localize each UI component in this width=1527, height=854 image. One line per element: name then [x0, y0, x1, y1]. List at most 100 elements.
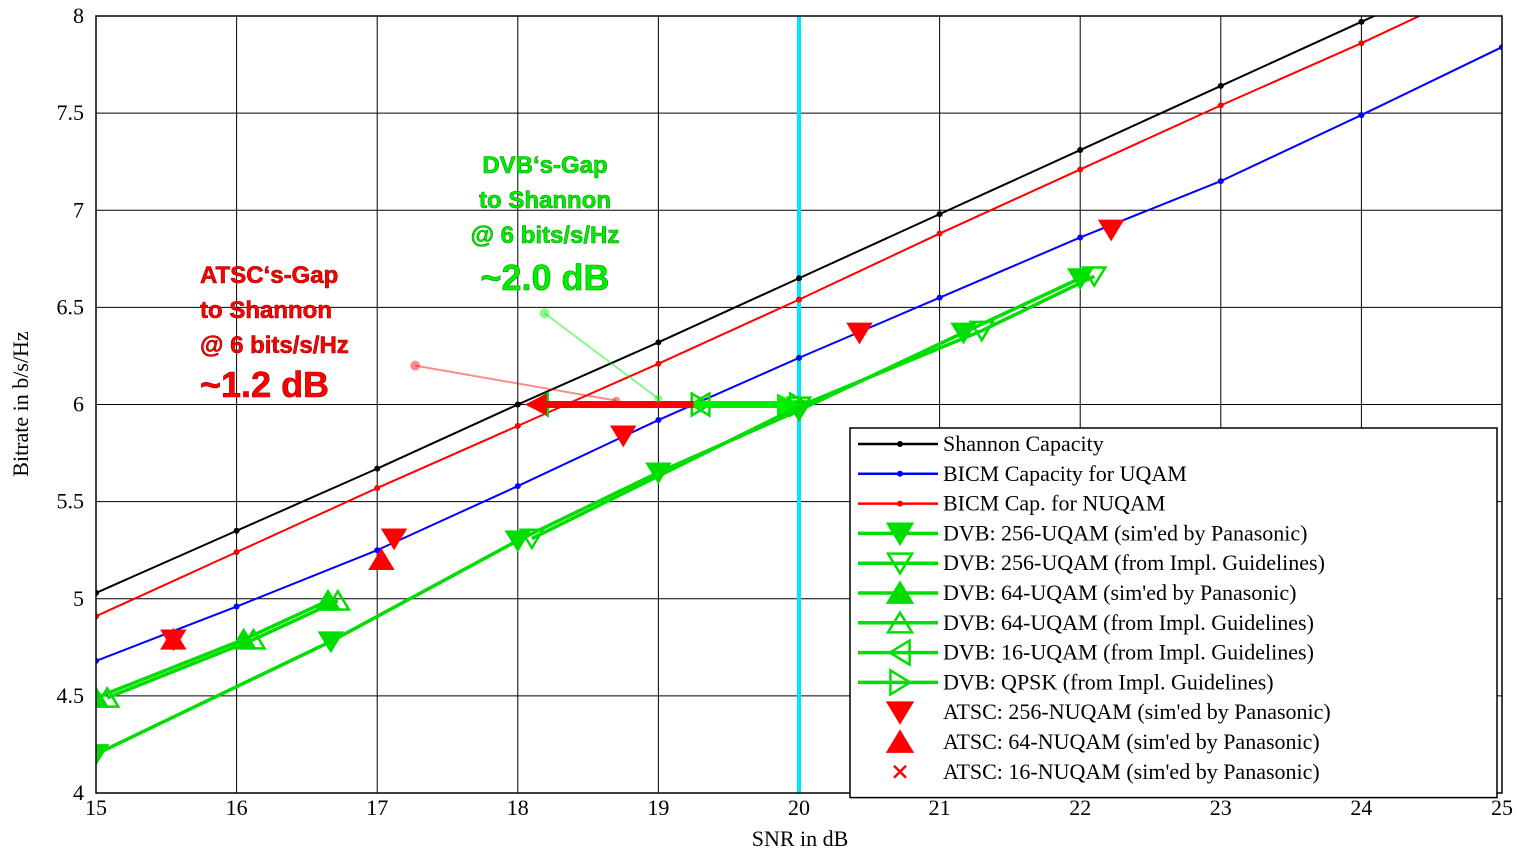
series-12: [166, 632, 181, 647]
data-point: [380, 528, 408, 551]
data-point: [1077, 147, 1084, 154]
legend-label: DVB: 256-UQAM (from Impl. Guidelines): [943, 550, 1325, 575]
annotation-text: ~1.2 dB: [200, 364, 329, 405]
arrow-head: [777, 393, 799, 416]
x-tick-label: 18: [507, 795, 529, 820]
legend-label: BICM Capacity for UQAM: [943, 461, 1187, 486]
legend-label: Shannon Capacity: [943, 431, 1104, 456]
x-tick-label: 15: [85, 795, 107, 820]
x-tick-label: 24: [1350, 795, 1372, 820]
series-6: [96, 588, 342, 708]
annotations: ATSC‘s-Gap to Shannon @ 6 bits/s/Hz ~1.2 dB…: [200, 152, 663, 405]
annotation-pointer-dot: [410, 360, 421, 371]
series-11: [160, 548, 395, 650]
data-point: [936, 294, 943, 301]
data-point: [166, 632, 181, 647]
data-point: [1217, 178, 1224, 185]
legend-entry-8: DVB: 16-UQAM (from Impl. Guidelines): [858, 638, 1314, 667]
series-line: [531, 274, 1096, 541]
data-point: [936, 211, 943, 218]
annotation-dvb: DVB‘s-Gap to Shannon @ 6 bits/s/Hz ~2.0 dB: [470, 152, 663, 403]
legend-marker: [897, 500, 903, 507]
legend-marker: [885, 580, 915, 604]
data-point: [1077, 166, 1084, 173]
x-tick-label: 16: [226, 795, 248, 820]
annotation-text: ~2.0 dB: [480, 257, 609, 298]
legend-entry-7: DVB: 64-UQAM (from Impl. Guidelines): [858, 610, 1314, 635]
legend-marker: [885, 552, 915, 576]
data-point: [1097, 219, 1125, 242]
data-point: [514, 422, 521, 429]
legend-entry-4: DVB: 256-UQAM (sim'ed by Panasonic): [858, 520, 1307, 547]
data-point: [1358, 112, 1365, 119]
annotation-text: to Shannon: [479, 187, 611, 214]
legend-marker: [897, 470, 903, 477]
data-point: [96, 744, 110, 766]
annotation-pointer-dot: [539, 308, 550, 319]
data-point: [1077, 234, 1084, 241]
legend-entry-10: ATSC: 256-NUQAM (sim'ed by Panasonic): [885, 699, 1331, 725]
data-point: [1081, 266, 1108, 289]
legend-entry-6: DVB: 64-UQAM (sim'ed by Panasonic): [858, 580, 1296, 605]
annotation-text: ATSC‘s-Gap: [200, 262, 338, 289]
x-tick-label: 20: [788, 795, 810, 820]
y-tick-label: 4.5: [57, 683, 85, 708]
data-point: [846, 322, 873, 345]
data-point: [368, 548, 395, 570]
legend-entry-9: DVB: QPSK (from Impl. Guidelines): [858, 668, 1274, 697]
data-point: [796, 354, 802, 361]
legend-label: ATSC: 16-NUQAM (sim'ed by Panasonic): [943, 759, 1320, 784]
legend-marker: [889, 668, 913, 697]
gap-arrows: [524, 393, 799, 416]
legend-label: ATSC: 64-NUQAM (sim'ed by Panasonic): [943, 729, 1320, 754]
legend-entry-12: ATSC: 16-NUQAM (sim'ed by Panasonic): [893, 759, 1320, 784]
x-tick-label: 25: [1491, 795, 1513, 820]
data-point: [968, 320, 995, 343]
y-tick-label: 5.5: [57, 489, 85, 514]
data-point: [374, 547, 381, 554]
legend-marker: [887, 638, 911, 667]
legend-entry-2: BICM Capacity for UQAM: [858, 461, 1187, 486]
series-line: [106, 599, 339, 700]
data-point: [96, 686, 121, 708]
marker-stroke: [893, 764, 907, 779]
data-point: [374, 485, 381, 492]
data-point: [950, 322, 977, 345]
legend-marker: [885, 610, 915, 634]
data-point: [233, 603, 240, 610]
data-point: [233, 527, 240, 534]
annotation-pointer-dot: [612, 396, 621, 405]
legend-label: DVB: QPSK (from Impl. Guidelines): [943, 669, 1274, 694]
gap-arrow-1: [524, 393, 694, 416]
x-tick-label: 19: [647, 795, 669, 820]
legend-entry-3: BICM Cap. for NUQAM: [858, 491, 1165, 516]
annotation-pointer: [543, 312, 660, 400]
axes: 15 16 17 18 19 20 21 22 23 24 25 4 4.5 5 5.5 6 6.5 7 7.5 8: [57, 3, 1514, 820]
data-point: [1217, 82, 1224, 89]
annotation-text: to Shannon: [200, 297, 332, 324]
annotation-text: @ 6 bits/s/Hz: [200, 332, 349, 359]
data-point: [1358, 18, 1365, 25]
y-tick-label: 4: [73, 780, 84, 805]
x-tick-label: 22: [1069, 795, 1091, 820]
legend-marker: [897, 441, 903, 447]
data-point: [796, 275, 802, 282]
legend-marker: [885, 522, 915, 547]
annotation-pointer: [414, 364, 617, 402]
data-point: [317, 631, 345, 654]
data-point: [1358, 40, 1365, 47]
x-tick-label: 21: [929, 795, 951, 820]
x-tick-label: 23: [1210, 795, 1232, 820]
legend-marker: [885, 701, 915, 725]
data-point: [233, 549, 240, 556]
data-point: [655, 339, 662, 346]
data-point: [796, 296, 802, 303]
y-axis-label: Bitrate in b/s/Hz: [8, 331, 33, 477]
data-point: [518, 528, 546, 551]
annotation-pointer-dot: [654, 394, 663, 403]
legend-entry-11: ATSC: 64-NUQAM (sim'ed by Panasonic): [885, 729, 1320, 754]
plot-frame: [95, 15, 1503, 794]
legend-box: [849, 427, 1498, 799]
annotation-text: DVB‘s-Gap: [482, 152, 607, 179]
series: [96, 16, 1502, 766]
